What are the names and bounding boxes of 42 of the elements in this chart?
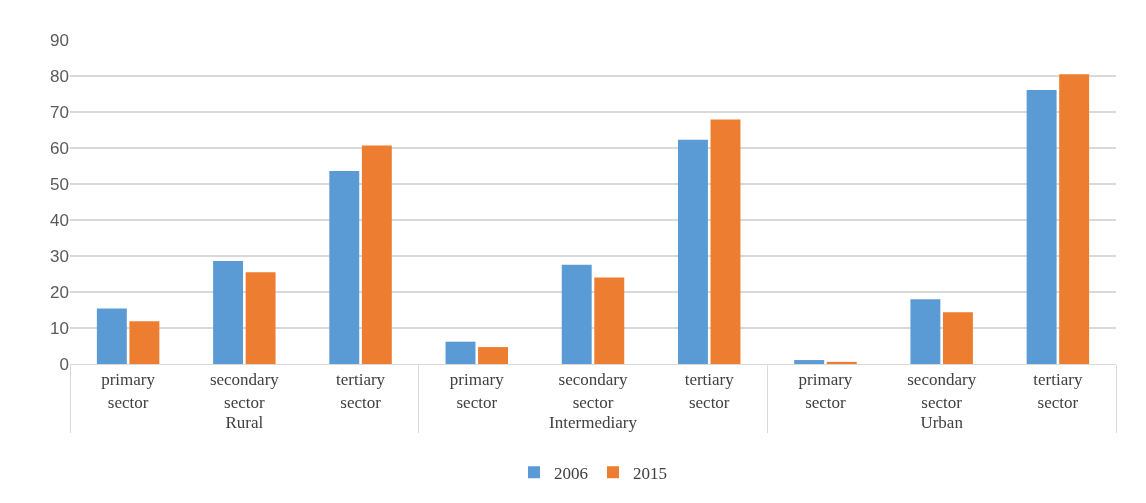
bar [245, 272, 276, 364]
y-tick-label: 90 [50, 30, 69, 50]
bar [910, 299, 941, 364]
y-tick-label: 40 [50, 210, 69, 230]
bar [561, 264, 592, 364]
legend-label: 2015 [633, 463, 667, 483]
bar [710, 119, 741, 364]
x-tick-label: tertiary sector [336, 370, 386, 412]
x-tick-label: secondary sector [209, 370, 280, 412]
x-tick-label: primary sector [449, 370, 505, 412]
legend-label: 2006 [554, 463, 588, 483]
bar [329, 171, 360, 364]
text: Intermediary [549, 413, 638, 433]
y-tick-label: 80 [50, 66, 69, 86]
x-tick-label: secondary sector [907, 370, 977, 412]
bar [96, 308, 127, 364]
y-tick-label: 60 [50, 138, 69, 158]
bar [594, 277, 625, 364]
y-tick-label: 70 [50, 102, 69, 122]
y-tick-label: 30 [50, 246, 69, 266]
bar [942, 312, 973, 364]
y-tick-label: 0 [59, 354, 69, 374]
bar [826, 361, 857, 364]
x-tick-label: primary sector [101, 370, 156, 412]
bar [677, 139, 708, 364]
bar [478, 347, 509, 364]
bar [1026, 90, 1057, 364]
bar [213, 261, 244, 364]
bar [1059, 74, 1090, 364]
bar [129, 321, 160, 364]
x-tick-label: tertiary sector [684, 370, 735, 412]
bar [445, 341, 476, 364]
x-tick-label: primary sector [798, 370, 853, 412]
y-tick-label: 50 [50, 174, 69, 194]
x-tick-label: tertiary sector [1033, 370, 1083, 412]
text: Urban [920, 413, 964, 433]
y-tick-label: 10 [50, 318, 69, 338]
y-tick-label: 20 [50, 282, 69, 302]
bar [361, 145, 392, 364]
x-tick-label: secondary sector [558, 370, 628, 412]
text: Rural [225, 413, 264, 433]
bar [794, 360, 825, 364]
